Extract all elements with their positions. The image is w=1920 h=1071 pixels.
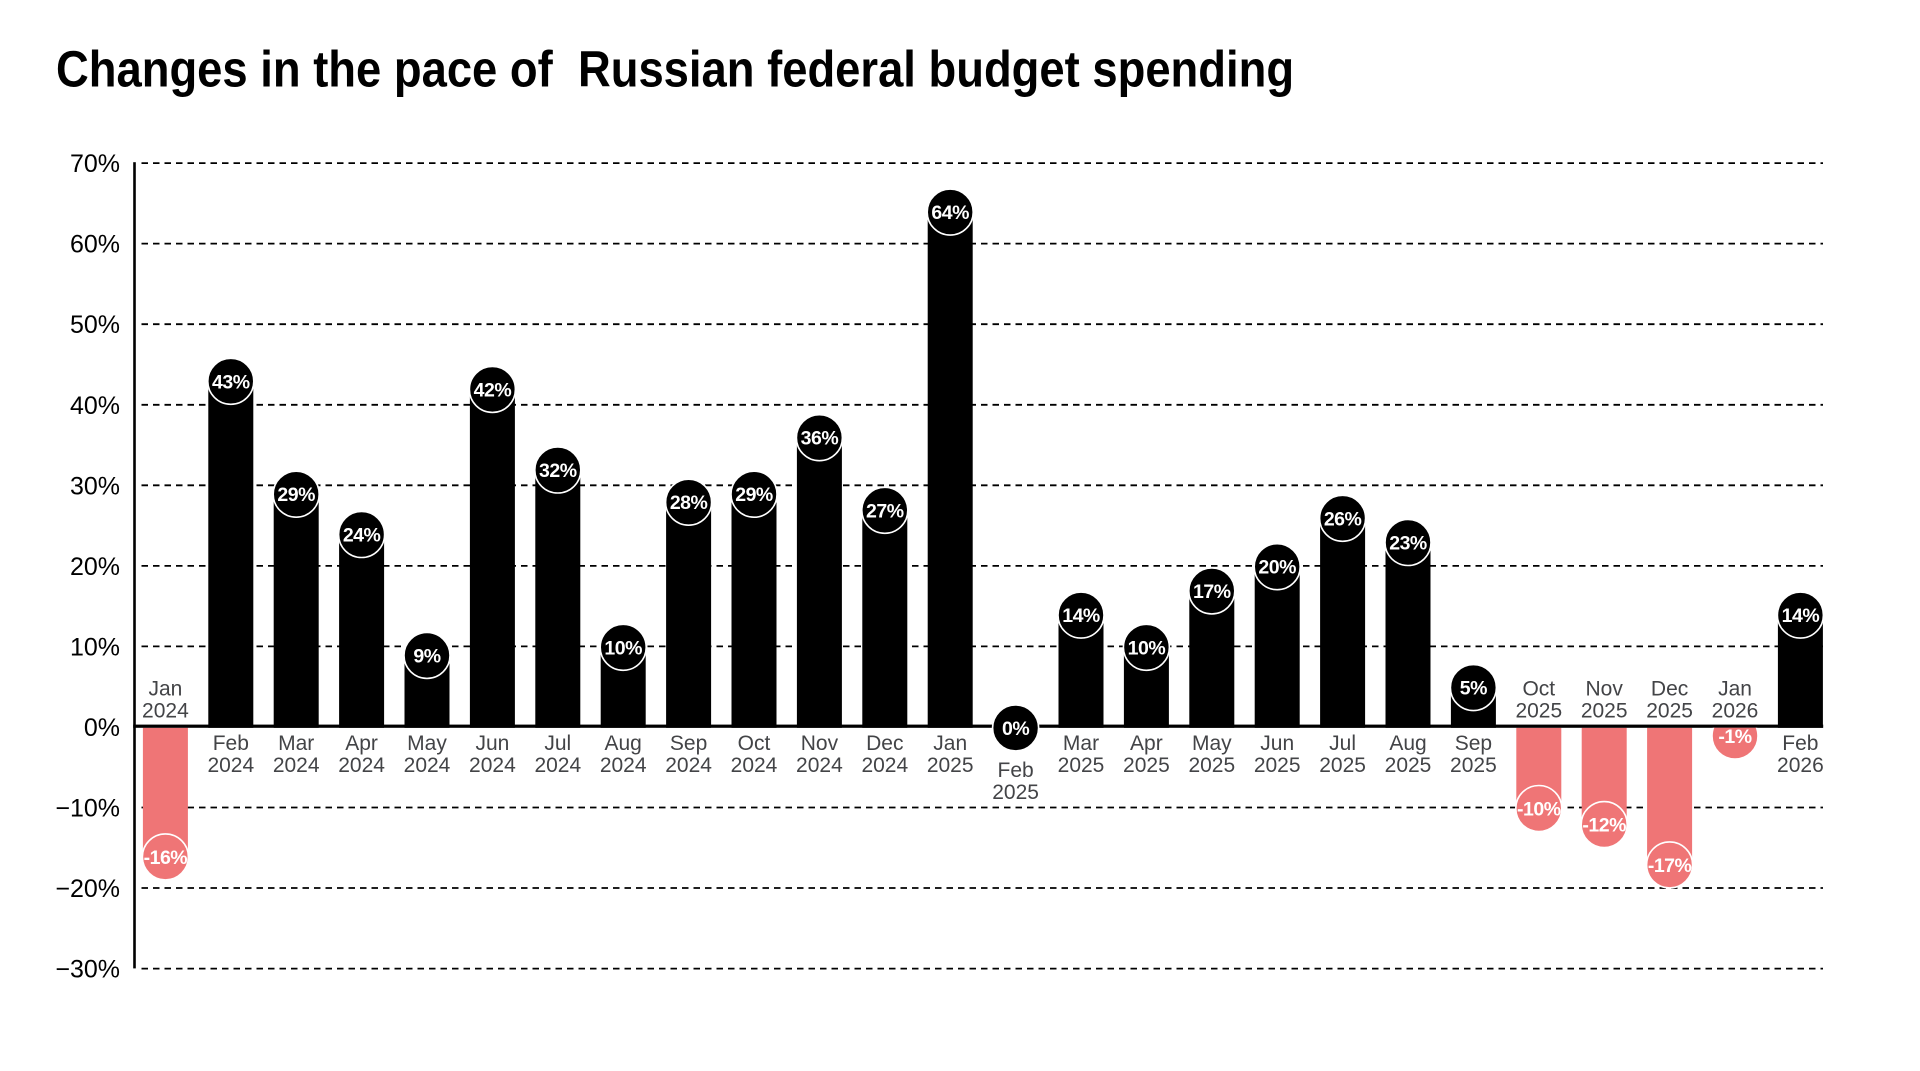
- svg-text:Jul: Jul: [544, 732, 571, 755]
- svg-text:Feb: Feb: [1782, 732, 1818, 755]
- svg-text:2025: 2025: [1515, 700, 1562, 723]
- svg-text:Aug: Aug: [605, 732, 642, 755]
- svg-text:28%: 28%: [670, 492, 708, 514]
- svg-text:50%: 50%: [70, 311, 120, 339]
- svg-text:Mar: Mar: [1063, 732, 1099, 755]
- svg-text:30%: 30%: [70, 472, 120, 500]
- svg-text:-17%: -17%: [1648, 855, 1692, 877]
- svg-text:10%: 10%: [604, 637, 642, 659]
- svg-text:2024: 2024: [600, 754, 647, 777]
- svg-text:-10%: -10%: [1517, 799, 1561, 821]
- svg-text:Jan: Jan: [148, 677, 182, 700]
- svg-text:May: May: [407, 732, 447, 755]
- svg-text:Nov: Nov: [1586, 677, 1624, 700]
- svg-text:2025: 2025: [1581, 700, 1628, 723]
- svg-text:26%: 26%: [1324, 508, 1362, 530]
- svg-text:2024: 2024: [731, 754, 778, 777]
- svg-text:2024: 2024: [665, 754, 712, 777]
- svg-text:-12%: -12%: [1582, 815, 1626, 837]
- svg-text:2024: 2024: [534, 754, 581, 777]
- svg-text:10%: 10%: [1128, 637, 1166, 659]
- svg-text:2025: 2025: [1123, 754, 1170, 777]
- svg-text:Nov: Nov: [801, 732, 839, 755]
- svg-text:2024: 2024: [273, 754, 320, 777]
- svg-text:2025: 2025: [992, 781, 1039, 804]
- svg-text:Sep: Sep: [670, 732, 707, 755]
- svg-text:23%: 23%: [1389, 533, 1427, 555]
- svg-text:2024: 2024: [207, 754, 254, 777]
- svg-text:2024: 2024: [142, 700, 189, 723]
- svg-text:14%: 14%: [1062, 605, 1100, 627]
- svg-text:70%: 70%: [70, 150, 120, 178]
- svg-text:Apr: Apr: [1130, 732, 1163, 755]
- svg-text:2024: 2024: [469, 754, 516, 777]
- svg-text:Oct: Oct: [738, 732, 771, 755]
- svg-text:2025: 2025: [1188, 754, 1235, 777]
- svg-text:24%: 24%: [343, 525, 381, 547]
- svg-text:40%: 40%: [70, 392, 120, 420]
- svg-text:−20%: −20%: [55, 875, 120, 903]
- svg-text:2026: 2026: [1777, 754, 1824, 777]
- svg-text:2025: 2025: [1058, 754, 1105, 777]
- svg-text:2025: 2025: [1319, 754, 1366, 777]
- svg-text:-1%: -1%: [1718, 726, 1751, 748]
- svg-text:2026: 2026: [1712, 700, 1759, 723]
- svg-text:Sep: Sep: [1455, 732, 1492, 755]
- svg-text:29%: 29%: [735, 484, 773, 506]
- svg-text:27%: 27%: [866, 500, 904, 522]
- svg-text:May: May: [1192, 732, 1232, 755]
- svg-text:2025: 2025: [927, 754, 974, 777]
- svg-text:Feb: Feb: [998, 759, 1034, 782]
- svg-text:9%: 9%: [413, 645, 440, 667]
- svg-text:Apr: Apr: [345, 732, 378, 755]
- svg-text:43%: 43%: [212, 371, 250, 393]
- svg-text:2024: 2024: [861, 754, 908, 777]
- svg-text:-16%: -16%: [144, 847, 188, 869]
- svg-text:14%: 14%: [1782, 605, 1820, 627]
- svg-text:0%: 0%: [1002, 718, 1029, 740]
- svg-text:5%: 5%: [1460, 678, 1487, 700]
- svg-text:Jan: Jan: [1718, 677, 1752, 700]
- svg-text:Mar: Mar: [278, 732, 314, 755]
- svg-text:29%: 29%: [277, 484, 315, 506]
- svg-text:20%: 20%: [70, 553, 120, 581]
- svg-text:Jun: Jun: [475, 732, 509, 755]
- svg-text:Changes in the pace of Russia: Changes in the pace of Russian federal b…: [56, 41, 1294, 98]
- svg-text:2024: 2024: [796, 754, 843, 777]
- svg-text:2025: 2025: [1646, 700, 1693, 723]
- svg-text:2024: 2024: [338, 754, 385, 777]
- svg-text:10%: 10%: [70, 633, 120, 661]
- svg-text:2024: 2024: [404, 754, 451, 777]
- svg-text:42%: 42%: [474, 379, 512, 401]
- svg-text:20%: 20%: [1258, 557, 1296, 579]
- svg-text:Jun: Jun: [1260, 732, 1294, 755]
- svg-text:Dec: Dec: [866, 732, 903, 755]
- svg-text:Aug: Aug: [1389, 732, 1426, 755]
- svg-text:Feb: Feb: [213, 732, 249, 755]
- svg-text:60%: 60%: [70, 231, 120, 259]
- svg-text:−30%: −30%: [55, 956, 120, 984]
- svg-text:17%: 17%: [1193, 581, 1231, 603]
- svg-text:Dec: Dec: [1651, 677, 1688, 700]
- svg-text:0%: 0%: [84, 714, 120, 742]
- svg-text:64%: 64%: [931, 202, 969, 224]
- svg-text:Oct: Oct: [1522, 677, 1555, 700]
- svg-text:32%: 32%: [539, 460, 577, 482]
- svg-text:Jan: Jan: [933, 732, 967, 755]
- svg-text:Jul: Jul: [1329, 732, 1356, 755]
- svg-text:−10%: −10%: [55, 795, 120, 823]
- svg-text:2025: 2025: [1254, 754, 1301, 777]
- svg-text:2025: 2025: [1385, 754, 1432, 777]
- svg-text:36%: 36%: [801, 428, 839, 450]
- svg-text:2025: 2025: [1450, 754, 1497, 777]
